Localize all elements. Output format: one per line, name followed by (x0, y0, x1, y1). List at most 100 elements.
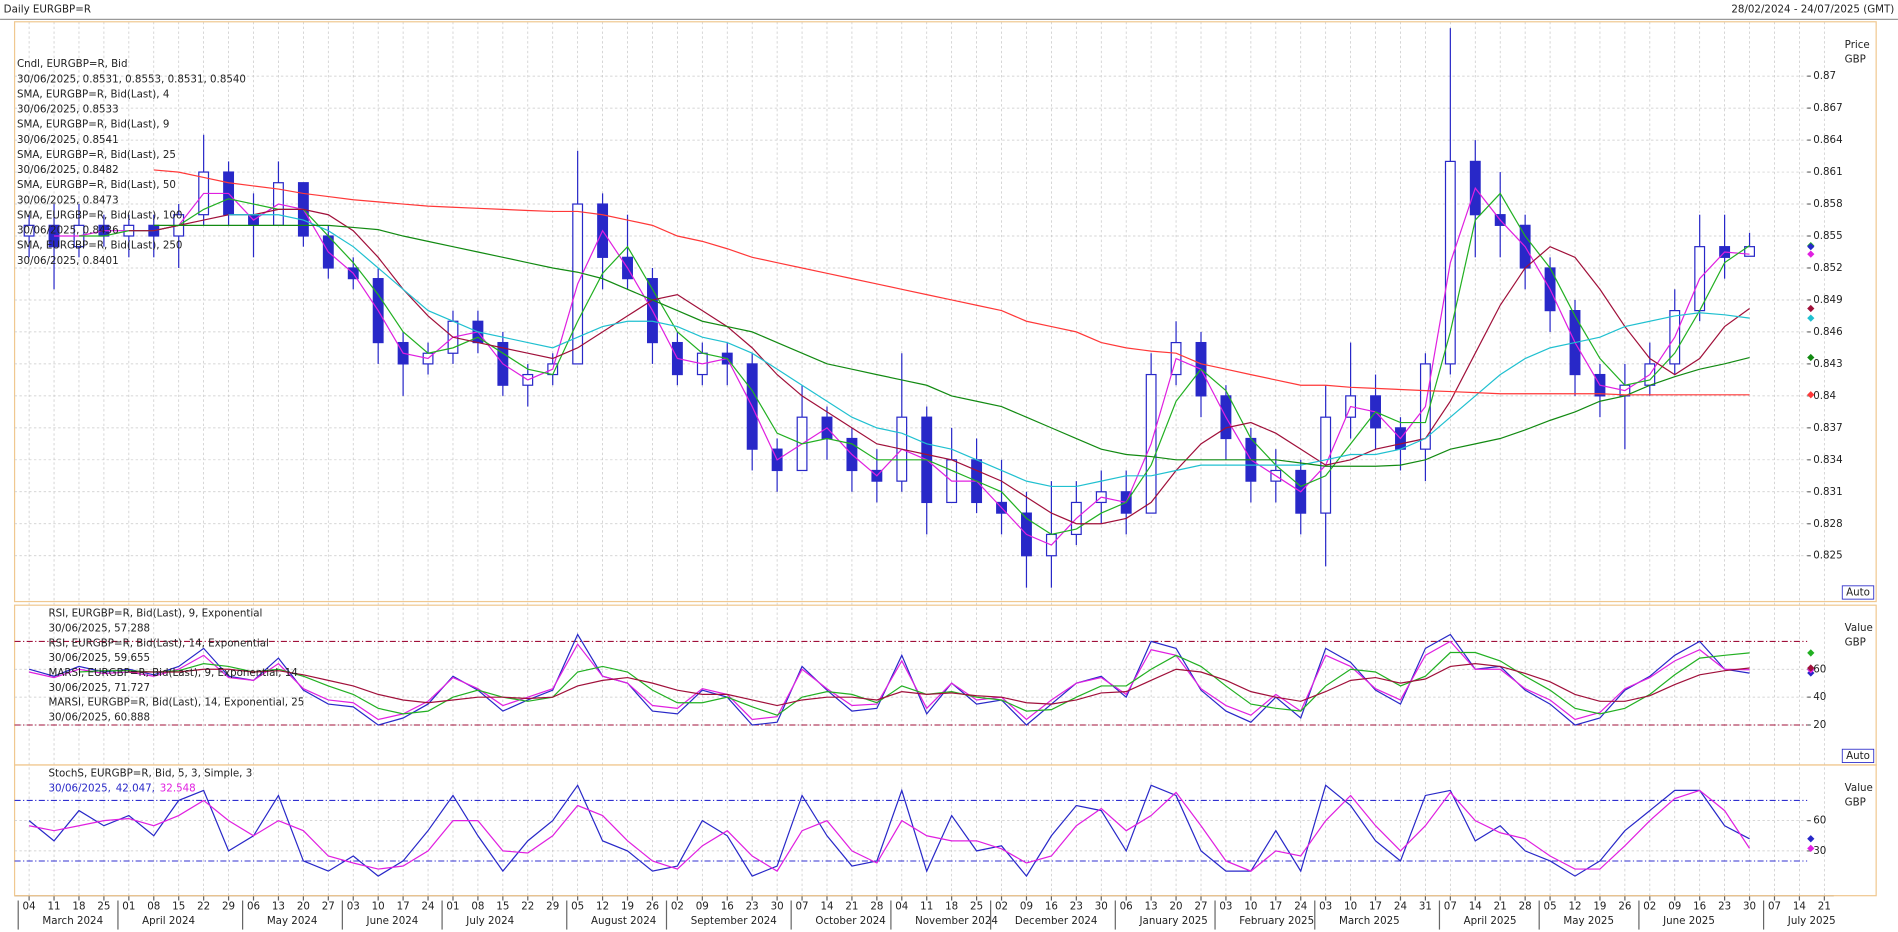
last-value-marker (1807, 243, 1815, 251)
x-tick-label: 01 (122, 901, 135, 913)
y-tick-label: 60 (1813, 663, 1826, 675)
x-tick-label: 10 (1344, 901, 1357, 913)
legend-name: SMA, EURGBP=R, Bid(Last), 25 (17, 149, 176, 161)
month-label: January 2025 (1139, 915, 1208, 927)
x-tick-label: 12 (596, 901, 609, 913)
legend-name: SMA, EURGBP=R, Bid(Last), 100 (17, 209, 182, 221)
legend-readout: 30/06/2025, 0.8531, 0.8553, 0.8531, 0.85… (17, 73, 246, 85)
pane-frame (13, 21, 1877, 603)
series-line (28, 784, 1750, 878)
x-tick-label: 25 (97, 901, 110, 913)
month-label: November 2024 (915, 915, 998, 927)
month-label: October 2024 (815, 915, 885, 927)
month-label: April 2025 (1464, 915, 1517, 927)
x-tick-label: 11 (920, 901, 933, 913)
x-tick-label: 05 (1544, 901, 1557, 913)
last-value-marker (1807, 314, 1815, 322)
x-tick-label: 16 (1045, 901, 1058, 913)
x-tick-label: 22 (197, 901, 210, 913)
x-tick-label: 14 (820, 901, 833, 913)
x-tick-label: 28 (1519, 901, 1532, 913)
x-tick-label: 07 (1444, 901, 1457, 913)
y-tick-label: 0.825 (1813, 550, 1842, 562)
x-tick-label: 20 (1170, 901, 1183, 913)
axis-unit: GBP (1845, 637, 1866, 649)
readout-part: 42.047, (116, 783, 155, 795)
x-tick-label: 06 (247, 901, 260, 913)
x-tick-label: 01 (446, 901, 459, 913)
readout-part: 32.548 (160, 783, 196, 795)
y-tick-label: 0.855 (1813, 230, 1842, 242)
pane-frame (13, 764, 1877, 897)
candle-body (1744, 246, 1755, 257)
x-tick-label: 02 (671, 901, 684, 913)
x-tick-label: 21 (1818, 901, 1831, 913)
x-tick-label: 17 (397, 901, 410, 913)
x-tick-label: 07 (1768, 901, 1781, 913)
series-line (78, 651, 1750, 716)
last-value-marker (1807, 664, 1815, 672)
x-tick-label: 14 (1469, 901, 1482, 913)
x-tick-label: 26 (646, 901, 659, 913)
last-value-marker (1807, 353, 1815, 362)
series-line (228, 214, 1750, 488)
series-line (28, 640, 1750, 721)
legend-readout: 30/06/2025, 71.727 (48, 682, 150, 694)
x-tick-label: 30 (1095, 901, 1108, 913)
x-tick-label: 22 (521, 901, 534, 913)
legend-readout: 30/06/2025, 0.8436 (17, 225, 119, 237)
x-tick-label: 09 (1020, 901, 1033, 913)
series-line (28, 789, 1751, 872)
x-tick-label: 02 (1643, 901, 1656, 913)
scale-button (1841, 585, 1875, 600)
legend-name: SMA, EURGBP=R, Bid(Last), 9 (17, 119, 169, 131)
month-label: December 2024 (1015, 915, 1098, 927)
series-line (128, 663, 1750, 707)
x-tick-label: 08 (147, 901, 160, 913)
legend-name: RSI, EURGBP=R, Bid(Last), 14, Exponentia… (48, 637, 268, 649)
month-label: July 2025 (1787, 915, 1836, 927)
x-tick-label: 23 (1718, 901, 1731, 913)
y-tick-label: 0.867 (1813, 102, 1842, 114)
legend-readout: 30/06/2025, 0.8401 (17, 255, 119, 267)
month-label: August 2024 (591, 915, 656, 927)
x-tick-label: 18 (72, 901, 85, 913)
axis-label: Value (1845, 622, 1873, 634)
x-tick-label: 18 (945, 901, 958, 913)
legend-readout: 30/06/2025, 0.8541 (17, 134, 119, 146)
axis-label: Value (1845, 782, 1873, 794)
x-tick-label: 14 (1793, 901, 1806, 913)
month-label: March 2024 (42, 915, 103, 927)
y-tick-label: 0.828 (1813, 518, 1842, 530)
legend-readout: 30/06/2025, 60.888 (48, 711, 150, 723)
scale-button (1841, 748, 1875, 763)
legend-name: RSI, EURGBP=R, Bid(Last), 9, Exponential (48, 608, 262, 620)
last-value-marker (1807, 250, 1815, 258)
y-tick-label: 0.846 (1813, 326, 1842, 338)
legend-name: MARSI, EURGBP=R, Bid(Last), 14, Exponent… (48, 697, 304, 709)
y-tick-label: 0.84 (1813, 390, 1836, 402)
x-tick-label: 15 (496, 901, 509, 913)
series-line (153, 169, 1750, 396)
legend-readout: 30/06/2025, 42.047, 32.548 (48, 783, 195, 795)
y-tick-label: 40 (1813, 691, 1826, 703)
x-tick-label: 03 (1319, 901, 1332, 913)
x-tick-label: 16 (721, 901, 734, 913)
y-tick-label: 0.858 (1813, 198, 1842, 210)
x-tick-label: 30 (771, 901, 784, 913)
x-tick-label: 19 (1593, 901, 1606, 913)
month-label: February 2025 (1239, 915, 1314, 927)
x-tick-label: 24 (1394, 901, 1407, 913)
y-tick-label: 20 (1813, 719, 1826, 731)
legend-name: SMA, EURGBP=R, Bid(Last), 250 (17, 240, 182, 252)
x-tick-label: 11 (47, 901, 60, 913)
x-tick-label: 17 (1269, 901, 1282, 913)
x-tick-label: 28 (870, 901, 883, 913)
x-tick-label: 09 (696, 901, 709, 913)
month-label: May 2025 (1563, 915, 1614, 927)
y-tick-label: 0.87 (1813, 70, 1836, 82)
x-tick-label: 26 (1618, 901, 1631, 913)
x-tick-label: 16 (1693, 901, 1706, 913)
last-value-marker (1807, 391, 1815, 399)
